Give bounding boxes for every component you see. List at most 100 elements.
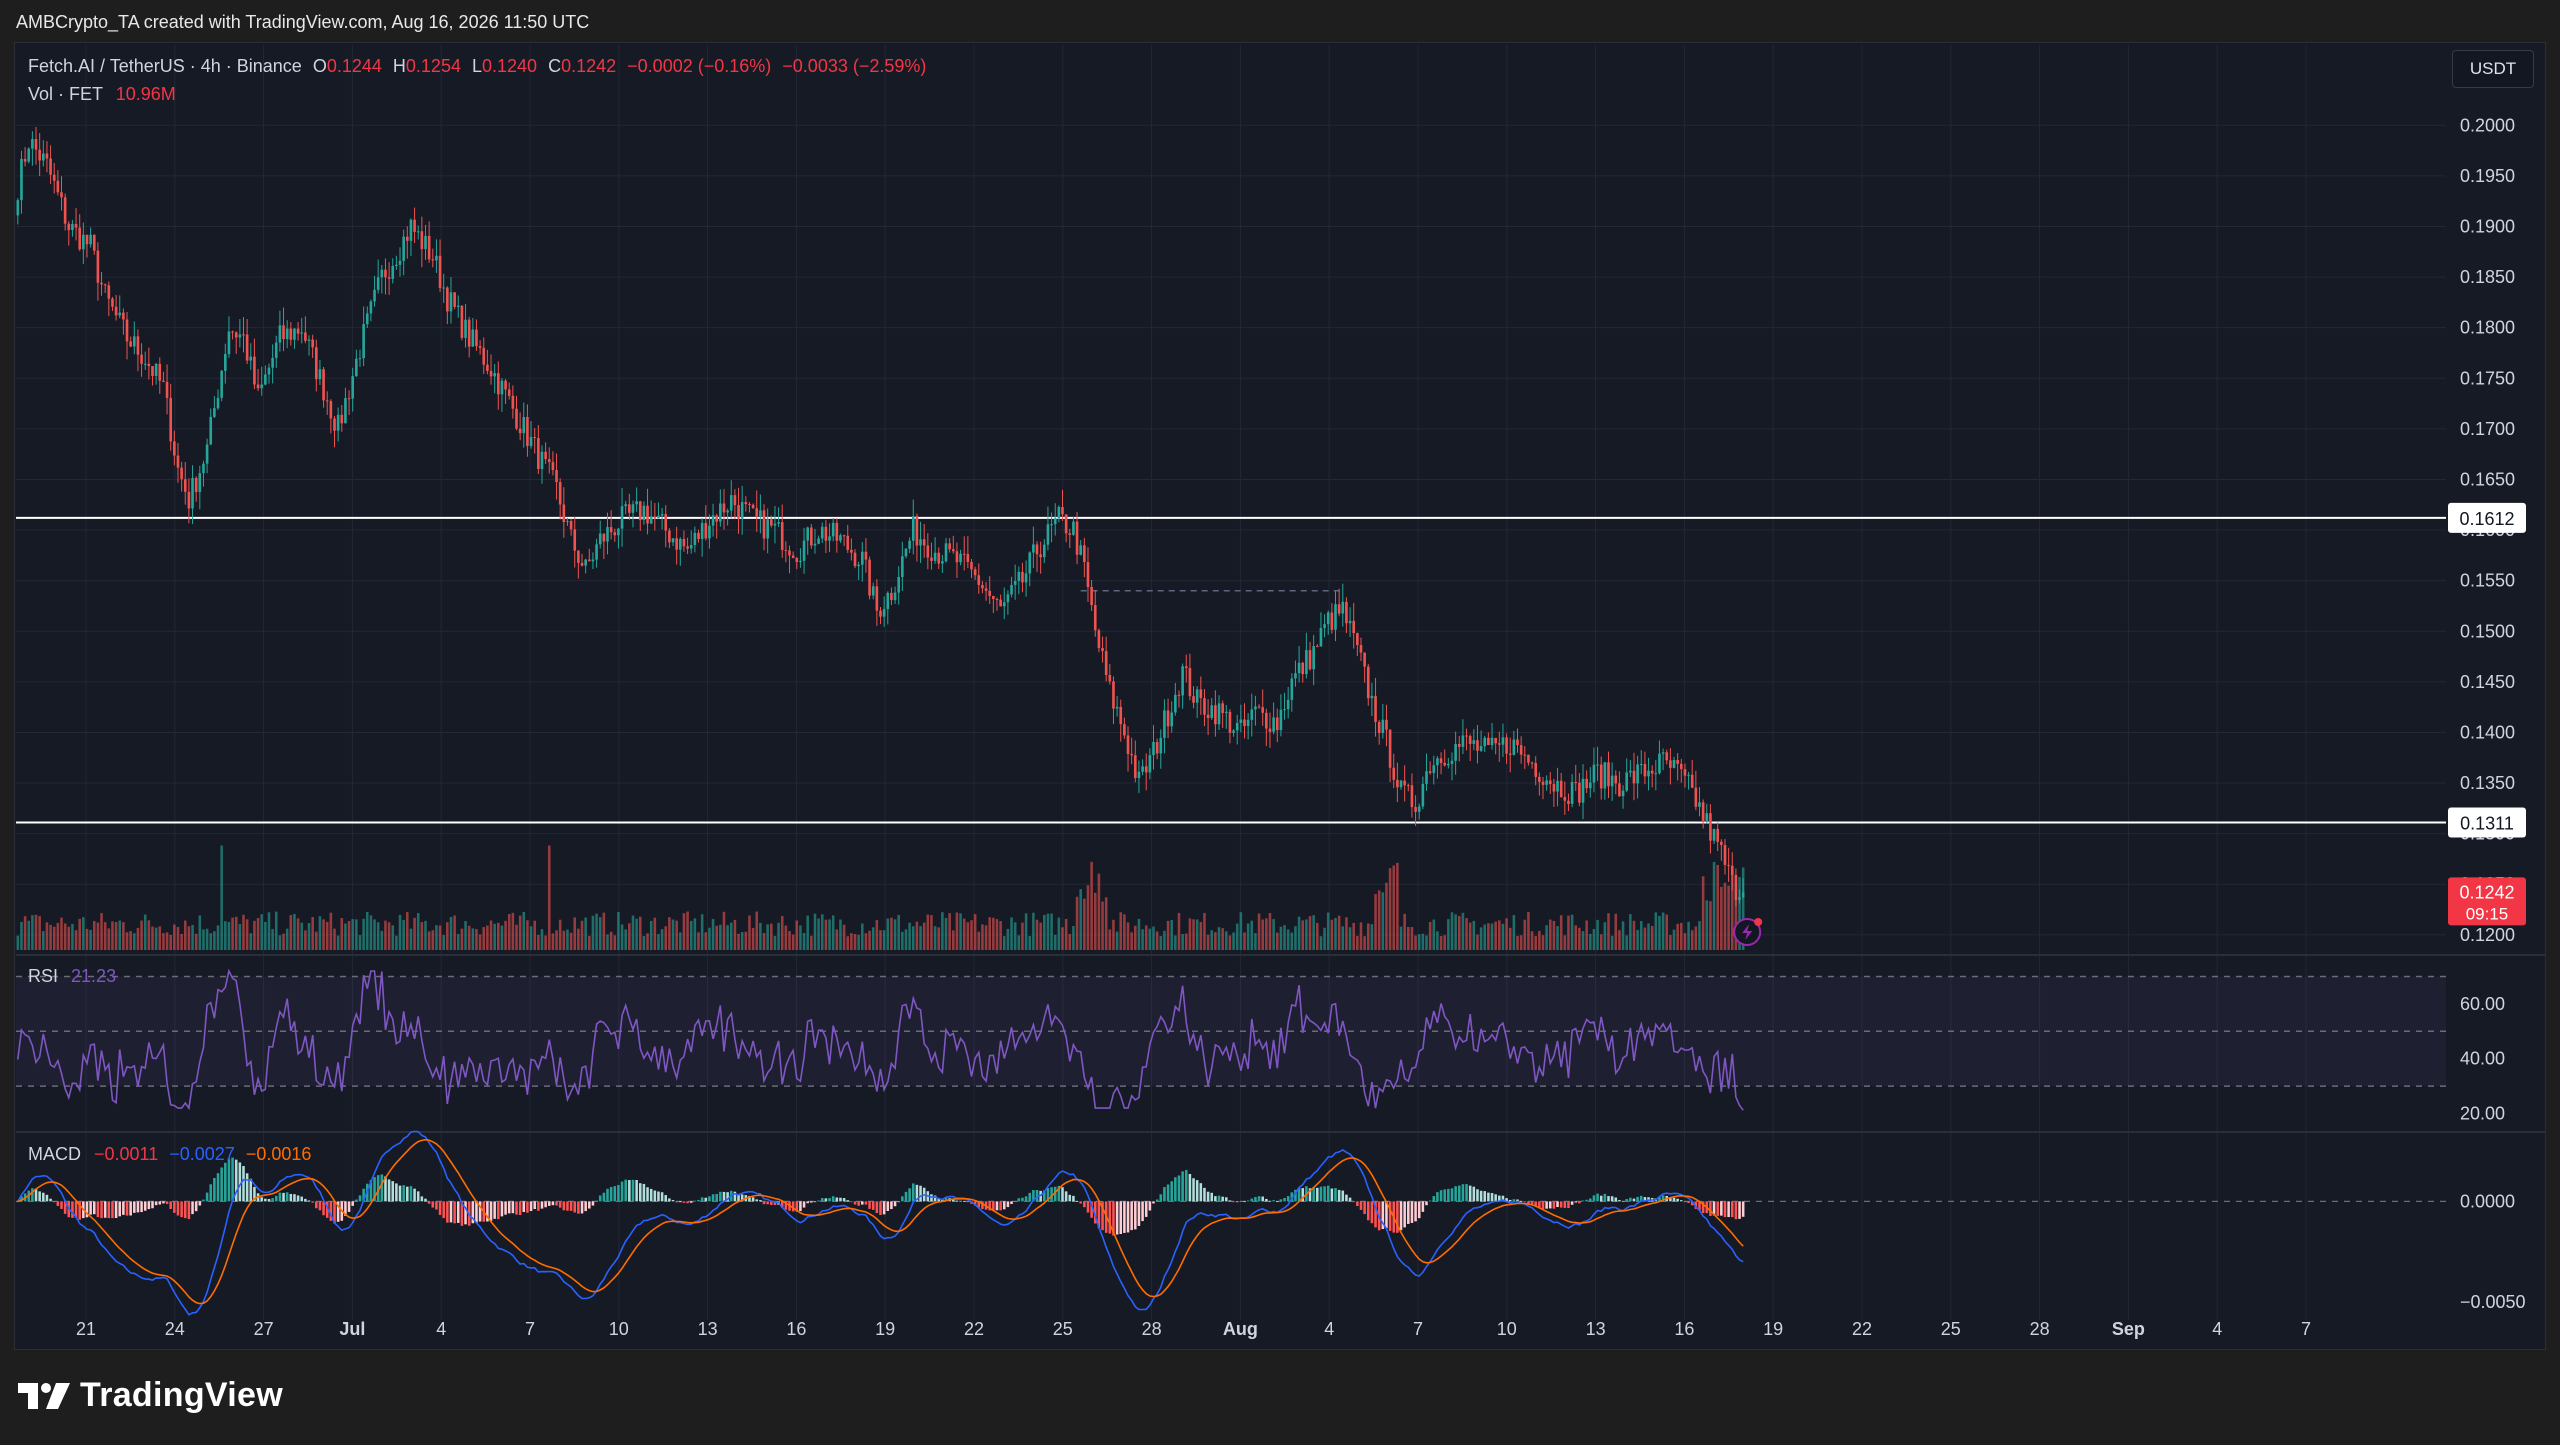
macd-histogram-bar	[861, 1201, 864, 1205]
macd-histogram-bar	[209, 1184, 213, 1202]
candle-body	[1166, 710, 1170, 727]
volume-bar	[1356, 935, 1359, 950]
volume-bar	[1093, 892, 1097, 950]
macd-histogram-bar	[955, 1200, 959, 1202]
volume-bar	[402, 920, 405, 950]
volume-bar	[1417, 934, 1421, 950]
volume-bar	[890, 917, 893, 950]
macd-histogram-bar	[1337, 1189, 1341, 1202]
candle-body	[562, 504, 566, 523]
volume-bar	[1589, 933, 1592, 950]
candle-body	[555, 469, 558, 483]
macd-histogram-bar	[395, 1183, 398, 1202]
macd-histogram-bar	[799, 1201, 802, 1212]
candle-body	[405, 236, 409, 241]
candle-body	[1403, 780, 1406, 786]
candle-body	[813, 543, 817, 546]
candle-body	[1588, 782, 1592, 789]
candle-body	[253, 356, 256, 385]
volume-bar	[1490, 923, 1494, 950]
candle-body	[376, 277, 380, 290]
macd-histogram-bar	[671, 1200, 675, 1202]
macd-histogram-bar	[107, 1201, 111, 1219]
macd-histogram-bar	[806, 1201, 809, 1204]
volume-bar	[726, 925, 729, 950]
volume-bar	[1501, 923, 1505, 950]
last-price-tag-bg	[2448, 877, 2526, 926]
volume-bar	[1687, 921, 1690, 950]
rsi-label: RSI	[28, 966, 59, 986]
volume-bar	[835, 929, 839, 950]
volume-bar	[689, 920, 693, 950]
macd-histogram-bar	[1425, 1201, 1428, 1206]
macd-histogram-bar	[1068, 1194, 1072, 1202]
candle-body	[966, 554, 970, 563]
candle-body	[92, 234, 96, 251]
volume-bar	[1447, 919, 1450, 950]
volume-bar	[67, 926, 71, 950]
macd-histogram-bar	[1672, 1197, 1676, 1202]
candle-body	[1210, 705, 1214, 718]
candle-body	[715, 515, 719, 522]
macd-histogram-bar	[282, 1192, 285, 1202]
attribution-text: AMBCrypto_TA created with TradingView.co…	[16, 12, 590, 32]
volume-bar	[820, 914, 824, 950]
candle-body	[1694, 787, 1698, 807]
macd-histogram-bar	[831, 1196, 835, 1202]
volume-bar	[1326, 912, 1330, 950]
time-tick-label: Sep	[2112, 1319, 2145, 1339]
volume-bar	[551, 933, 555, 950]
volume-bar	[1130, 932, 1133, 950]
macd-histogram-bar	[1701, 1201, 1705, 1214]
candle-body	[1559, 780, 1563, 798]
macd-histogram-bar	[1643, 1197, 1647, 1202]
volume-bar	[478, 934, 482, 950]
volume-bar	[1039, 922, 1042, 950]
candle-body	[1534, 762, 1538, 777]
volume-bar	[908, 922, 911, 950]
volume-bar	[1407, 926, 1410, 950]
volume-bar	[227, 921, 231, 950]
candle-body	[358, 358, 362, 360]
level-tag-label: 0.1612	[2459, 509, 2514, 529]
volume-bar	[1581, 931, 1585, 950]
volume-bar	[657, 934, 660, 950]
macd-histogram-bar	[886, 1201, 890, 1212]
macd-histogram-bar	[1013, 1201, 1017, 1203]
tradingview-logo[interactable]: TradingView	[18, 1376, 283, 1415]
volume-bar	[198, 915, 202, 950]
volume-bar	[762, 933, 766, 950]
macd-histogram-bar	[234, 1159, 238, 1202]
candle-body	[1428, 771, 1432, 773]
volume-bar	[446, 922, 449, 950]
volume-bar	[60, 917, 63, 950]
macd-histogram-bar	[1345, 1194, 1348, 1202]
volume-bar	[336, 935, 340, 950]
volume-bar	[922, 922, 926, 950]
candle-body	[1621, 790, 1625, 797]
candle-body	[722, 503, 726, 513]
candle-body	[1643, 764, 1647, 777]
macd-histogram-bar	[453, 1201, 456, 1224]
candle-body	[1556, 780, 1559, 792]
macd-histogram-bar	[1716, 1201, 1719, 1216]
candle-body	[1301, 662, 1305, 675]
candle-body	[1195, 689, 1199, 703]
candle-body	[1232, 730, 1235, 733]
time-tick-label: 22	[964, 1319, 984, 1339]
volume-bar	[1661, 912, 1665, 950]
volume-bar	[631, 915, 635, 950]
candle-body	[551, 462, 555, 470]
macd-histogram-bar	[853, 1201, 857, 1205]
volume-bar	[1741, 867, 1745, 950]
macd-histogram-bar	[216, 1173, 220, 1202]
candle-body	[1163, 710, 1166, 738]
volume-bar	[591, 915, 595, 950]
macd-histogram-bar	[780, 1201, 784, 1208]
volume-bar	[1246, 923, 1250, 950]
volume-bar	[533, 920, 536, 950]
currency-button[interactable]: USDT	[2452, 50, 2534, 88]
candle-body	[558, 482, 562, 505]
candle-body	[176, 455, 180, 468]
